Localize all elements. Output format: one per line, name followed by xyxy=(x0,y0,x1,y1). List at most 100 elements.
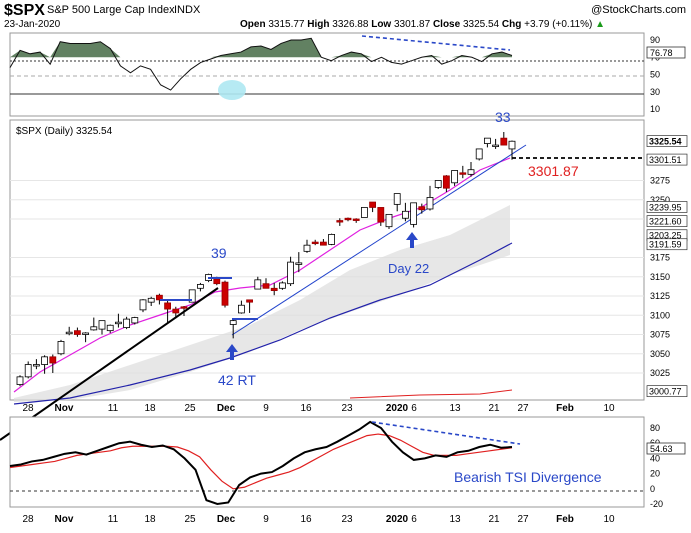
candle-body xyxy=(434,180,442,188)
candle-body xyxy=(237,304,245,314)
candle-body xyxy=(295,262,303,265)
candle-body xyxy=(90,326,98,331)
price-box xyxy=(646,135,688,147)
x-tick-label: 18 xyxy=(144,514,156,525)
x-tick-label: 23 xyxy=(341,514,353,525)
candle-body xyxy=(319,241,327,246)
x-tick-label: Nov xyxy=(55,403,74,414)
candle-body xyxy=(385,213,393,228)
x-tick-label: 16 xyxy=(300,514,312,525)
x-tick-label: 13 xyxy=(449,514,461,525)
annotation-low: 3301.87 xyxy=(528,163,579,179)
candle-body xyxy=(360,207,368,218)
x-tick-label: 27 xyxy=(517,403,529,414)
long-ma-line xyxy=(13,242,513,405)
change-pct-value: (+0.11%) xyxy=(552,19,592,30)
rsi-overbought-fill xyxy=(10,38,512,58)
x-tick-label: 11 xyxy=(108,403,119,414)
candle-body xyxy=(82,332,89,335)
rsi-divergence-line xyxy=(361,35,511,51)
x-tick-label: 6 xyxy=(411,514,417,525)
tsi-tick-label: 80 xyxy=(650,423,660,433)
close-value: 3325.54 xyxy=(463,19,500,30)
candle-body xyxy=(16,376,24,385)
rsi-tick-label: 90 xyxy=(650,35,660,45)
x-tick-label: 18 xyxy=(144,403,156,414)
candle-body xyxy=(410,202,418,225)
tsi-tick-label: -20 xyxy=(650,499,663,509)
candle-body xyxy=(369,201,377,208)
candle-body xyxy=(106,324,114,332)
up-arrow-icon-2 xyxy=(406,232,418,248)
x-tick-label: 21 xyxy=(488,403,500,414)
candle-body xyxy=(229,320,237,325)
trend-line xyxy=(0,287,219,441)
x-tick-label: 28 xyxy=(22,514,34,525)
x-tick-label: 21 xyxy=(488,514,500,525)
candle-body xyxy=(180,306,188,309)
x-tick-label: Nov xyxy=(55,514,74,525)
x-tick-label: 11 xyxy=(108,514,119,525)
x-tick-label: Dec xyxy=(217,514,236,525)
candle-body xyxy=(483,137,491,144)
candle-body xyxy=(467,169,475,175)
candle-body xyxy=(246,299,254,303)
candle-body xyxy=(57,341,65,355)
candle-body xyxy=(131,317,139,324)
candle-body xyxy=(147,297,155,303)
price-box-label: 3301.51 xyxy=(649,155,682,165)
x-tick-label: 25 xyxy=(184,403,196,414)
watermark: @StockCharts.com xyxy=(591,4,686,16)
candle-body xyxy=(508,140,516,150)
candle-body xyxy=(172,308,180,314)
price-tick-label: 3250 xyxy=(650,195,670,205)
rsi-value-box xyxy=(646,46,686,59)
candle-body xyxy=(328,233,336,245)
candle-body xyxy=(442,175,450,189)
index-name: S&P 500 Large Cap Index xyxy=(47,4,175,16)
x-tick-label: Dec xyxy=(217,403,236,414)
price-box-label: 3239.95 xyxy=(649,202,682,212)
tsi-tick-label: 40 xyxy=(650,453,660,463)
candle-body xyxy=(221,281,229,306)
rsi-tick-label: 30 xyxy=(650,87,660,97)
candle-body xyxy=(139,299,147,311)
candle-body xyxy=(196,284,204,289)
price-box xyxy=(646,215,688,227)
candle-body xyxy=(188,289,196,303)
candle-body xyxy=(155,294,163,301)
candle-body xyxy=(123,318,130,328)
open-value: 3315.77 xyxy=(268,19,305,30)
volume-line xyxy=(349,389,513,399)
candle-body xyxy=(24,364,32,378)
annotation-42rt: 42 RT xyxy=(218,372,256,388)
price-box xyxy=(646,201,688,213)
tsi-tick-label: 20 xyxy=(650,469,660,479)
x-tick-label: 13 xyxy=(449,403,461,414)
candle-body xyxy=(33,364,40,367)
x-axis-middle: 28 Nov 11 18 25 Dec 9 16 23 2020 6 13 21 27 Feb 10 xyxy=(22,403,615,414)
price-tick-label: 3100 xyxy=(650,310,670,320)
price-box-label: 3325.54 xyxy=(649,137,682,147)
candles xyxy=(16,131,516,387)
annotation-day22: Day 22 xyxy=(388,261,429,276)
rsi-value: 76.78 xyxy=(650,48,673,58)
tsi-axis: 806040200-20 xyxy=(650,423,663,509)
price-panel xyxy=(0,119,645,441)
rsi-panel xyxy=(9,32,645,117)
candle-body xyxy=(164,302,172,310)
x-tick-label: 9 xyxy=(263,403,269,414)
candle-body xyxy=(500,137,508,146)
tsi-value-box xyxy=(646,442,686,455)
price-tick-label: 3075 xyxy=(650,330,670,340)
rsi-line xyxy=(9,37,513,91)
candle-body xyxy=(344,217,352,221)
x-tick-label: 2020 xyxy=(386,403,409,414)
price-box xyxy=(646,385,688,398)
price-box-label: 3221.60 xyxy=(649,217,682,227)
price-box-label: 3000.77 xyxy=(649,387,682,397)
price-boxes: 3325.54 3301.51 3239.95 3221.60 3203.253191.… xyxy=(646,135,688,398)
ohlc-label: Open 3315.77 High 3326.88 Low 3301.87 Cl… xyxy=(240,19,605,30)
